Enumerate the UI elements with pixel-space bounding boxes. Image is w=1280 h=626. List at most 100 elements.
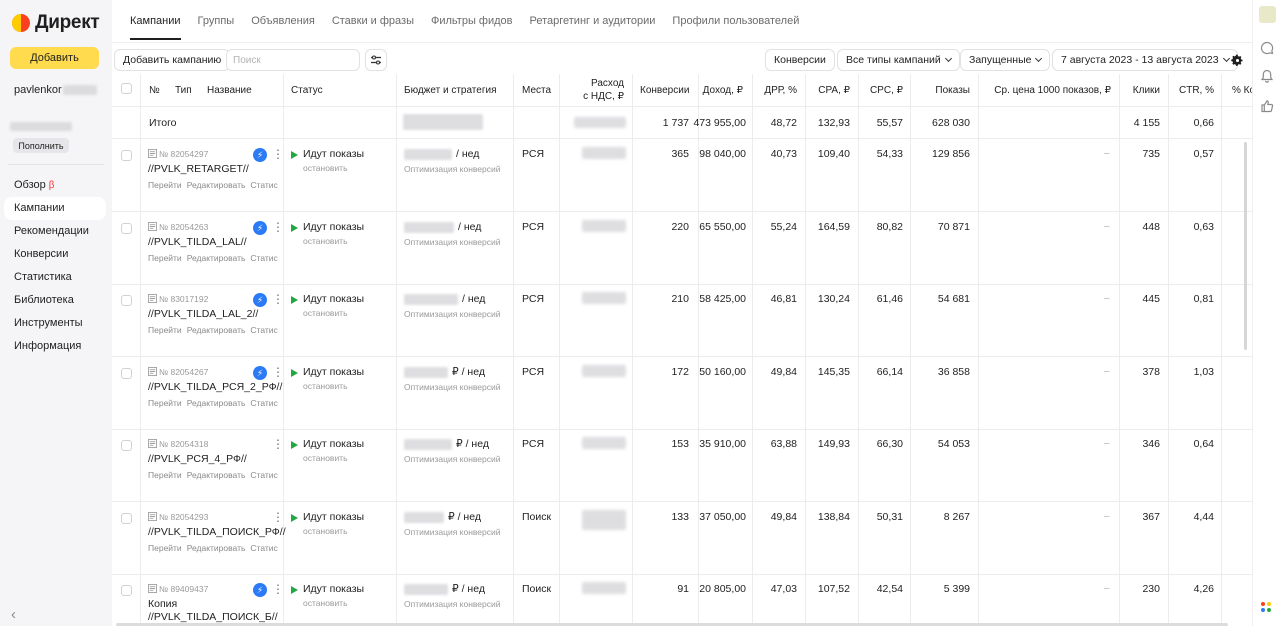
col-header-status[interactable]: Статус [291, 85, 323, 96]
bell-icon[interactable] [1259, 68, 1275, 84]
campaign-name[interactable]: //PVLK_TILDA_LAL_2// [148, 308, 259, 320]
more-menu-icon[interactable]: ⋮ [272, 582, 284, 596]
nav-item-conversions[interactable]: Конверсии [14, 248, 69, 260]
tab-groups[interactable]: Группы [197, 15, 235, 27]
row-checkbox[interactable] [121, 150, 132, 161]
account-username[interactable]: pavlenkor [14, 84, 97, 96]
stats-link[interactable]: Статис [250, 253, 278, 263]
stats-link[interactable]: Статис [250, 180, 278, 190]
row-checkbox[interactable] [121, 585, 132, 596]
col-header-cpa[interactable]: CPA, ₽ [818, 85, 850, 96]
nav-item-campaigns[interactable]: Кампании [4, 197, 106, 220]
services-icon[interactable] [1261, 602, 1273, 614]
more-menu-icon[interactable]: ⋮ [272, 220, 284, 234]
more-menu-icon[interactable]: ⋮ [272, 510, 284, 524]
campaign-name[interactable]: //PVLK_TILDA_РСЯ_2_РФ// [148, 381, 283, 393]
campaign-name[interactable]: //PVLK_TILDA_ПОИСК_РФ// [148, 526, 286, 538]
lightning-icon[interactable]: ⚡ [253, 366, 267, 380]
col-header-type[interactable]: Тип [175, 85, 192, 96]
nav-item-library[interactable]: Библиотека [14, 294, 74, 306]
go-link[interactable]: Перейти [148, 180, 182, 190]
stats-link[interactable]: Статис [250, 398, 278, 408]
col-header-income[interactable]: Доход, ₽ [702, 85, 743, 96]
col-header-conv-rate[interactable]: % Ко [1232, 85, 1252, 96]
go-link[interactable]: Перейти [148, 325, 182, 335]
chat-icon[interactable] [1259, 40, 1275, 56]
stats-link[interactable]: Статис [250, 470, 278, 480]
row-checkbox[interactable] [121, 295, 132, 306]
campaign-name[interactable]: //PVLK_RETARGET// [148, 163, 249, 175]
edit-link[interactable]: Редактировать [186, 180, 246, 190]
row-checkbox[interactable] [121, 513, 132, 524]
col-header-cpm[interactable]: Ср. цена 1000 показов, ₽ [994, 85, 1111, 96]
col-header-budget[interactable]: Бюджет и стратегия [404, 85, 497, 96]
col-header-impressions[interactable]: Показы [935, 85, 970, 96]
tab-bids-phrases[interactable]: Ставки и фразы [331, 15, 414, 27]
gear-icon[interactable] [1231, 54, 1244, 67]
row-checkbox[interactable] [121, 368, 132, 379]
more-menu-icon[interactable]: ⋮ [272, 292, 284, 306]
col-header-conversions[interactable]: Конверсии [640, 85, 690, 96]
stop-campaign-link[interactable]: остановить [303, 453, 348, 463]
search-input[interactable] [226, 49, 360, 71]
col-header-places[interactable]: Места [522, 85, 552, 96]
lightning-icon[interactable]: ⚡ [253, 221, 267, 235]
select-all-checkbox[interactable] [121, 83, 132, 94]
date-range-select[interactable]: 7 августа 2023 - 13 августа 2023 [1052, 49, 1238, 71]
horizontal-scrollbar[interactable] [116, 623, 1228, 626]
col-header-drr[interactable]: ДРР, % [764, 85, 797, 96]
nav-item-recommendations[interactable]: Рекомендации [14, 225, 89, 237]
edit-link[interactable]: Редактировать [186, 325, 246, 335]
nav-item-info[interactable]: Информация [14, 340, 82, 352]
campaign-name[interactable]: //PVLK_TILDA_LAL// [148, 236, 247, 248]
more-menu-icon[interactable]: ⋮ [272, 365, 284, 379]
go-link[interactable]: Перейти [148, 543, 182, 553]
stats-link[interactable]: Статис [250, 543, 278, 553]
col-header-name[interactable]: Название [207, 85, 252, 96]
edit-link[interactable]: Редактировать [186, 543, 246, 553]
lightning-icon[interactable]: ⚡ [253, 583, 267, 597]
tab-retargeting[interactable]: Ретаргетинг и аудитории [529, 15, 656, 27]
col-header-clicks[interactable]: Клики [1132, 85, 1160, 96]
stats-link[interactable]: Статис [250, 325, 278, 335]
status-filter-select[interactable]: Запущенные [960, 49, 1051, 71]
add-button[interactable]: Добавить [10, 47, 99, 69]
stop-campaign-link[interactable]: остановить [303, 526, 348, 536]
filter-settings-button[interactable] [365, 49, 387, 71]
topup-button[interactable]: Пополнить [13, 138, 69, 153]
nav-item-statistics[interactable]: Статистика [14, 271, 72, 283]
nav-item-overview[interactable]: Обзор β [0, 174, 112, 197]
direct-logo[interactable]: Директ [12, 12, 100, 34]
stop-campaign-link[interactable]: остановить [303, 163, 348, 173]
conversions-button[interactable]: Конверсии [765, 49, 835, 71]
edit-link[interactable]: Редактировать [186, 470, 246, 480]
go-link[interactable]: Перейти [148, 253, 182, 263]
nav-item-tools[interactable]: Инструменты [14, 317, 83, 329]
campaign-name[interactable]: //PVLK_РСЯ_4_РФ// [148, 453, 247, 465]
tab-feed-filters[interactable]: Фильтры фидов [430, 15, 513, 27]
stop-campaign-link[interactable]: остановить [303, 381, 348, 391]
add-campaign-button[interactable]: Добавить кампанию [114, 49, 231, 71]
col-header-spend[interactable]: Расход с НДС, ₽ [568, 78, 624, 102]
avatar[interactable] [1259, 6, 1276, 23]
col-header-num[interactable]: № [149, 85, 160, 96]
col-header-ctr[interactable]: CTR, % [1179, 85, 1214, 96]
row-checkbox[interactable] [121, 440, 132, 451]
collapse-sidebar-icon[interactable]: ‹ [11, 606, 16, 623]
edit-link[interactable]: Редактировать [186, 398, 246, 408]
stop-campaign-link[interactable]: остановить [303, 236, 348, 246]
lightning-icon[interactable]: ⚡ [253, 148, 267, 162]
tab-ads[interactable]: Объявления [251, 15, 315, 27]
row-checkbox[interactable] [121, 223, 132, 234]
stop-campaign-link[interactable]: остановить [303, 308, 348, 318]
campaign-types-select[interactable]: Все типы кампаний [837, 49, 960, 71]
lightning-icon[interactable]: ⚡ [253, 293, 267, 307]
more-menu-icon[interactable]: ⋮ [272, 147, 284, 161]
thumbs-up-icon[interactable] [1259, 98, 1275, 114]
edit-link[interactable]: Редактировать [186, 253, 246, 263]
col-header-cpc[interactable]: CPC, ₽ [869, 85, 903, 96]
tab-user-profiles[interactable]: Профили пользователей [672, 15, 800, 27]
go-link[interactable]: Перейти [148, 398, 182, 408]
stop-campaign-link[interactable]: остановить [303, 598, 348, 608]
more-menu-icon[interactable]: ⋮ [272, 437, 284, 451]
